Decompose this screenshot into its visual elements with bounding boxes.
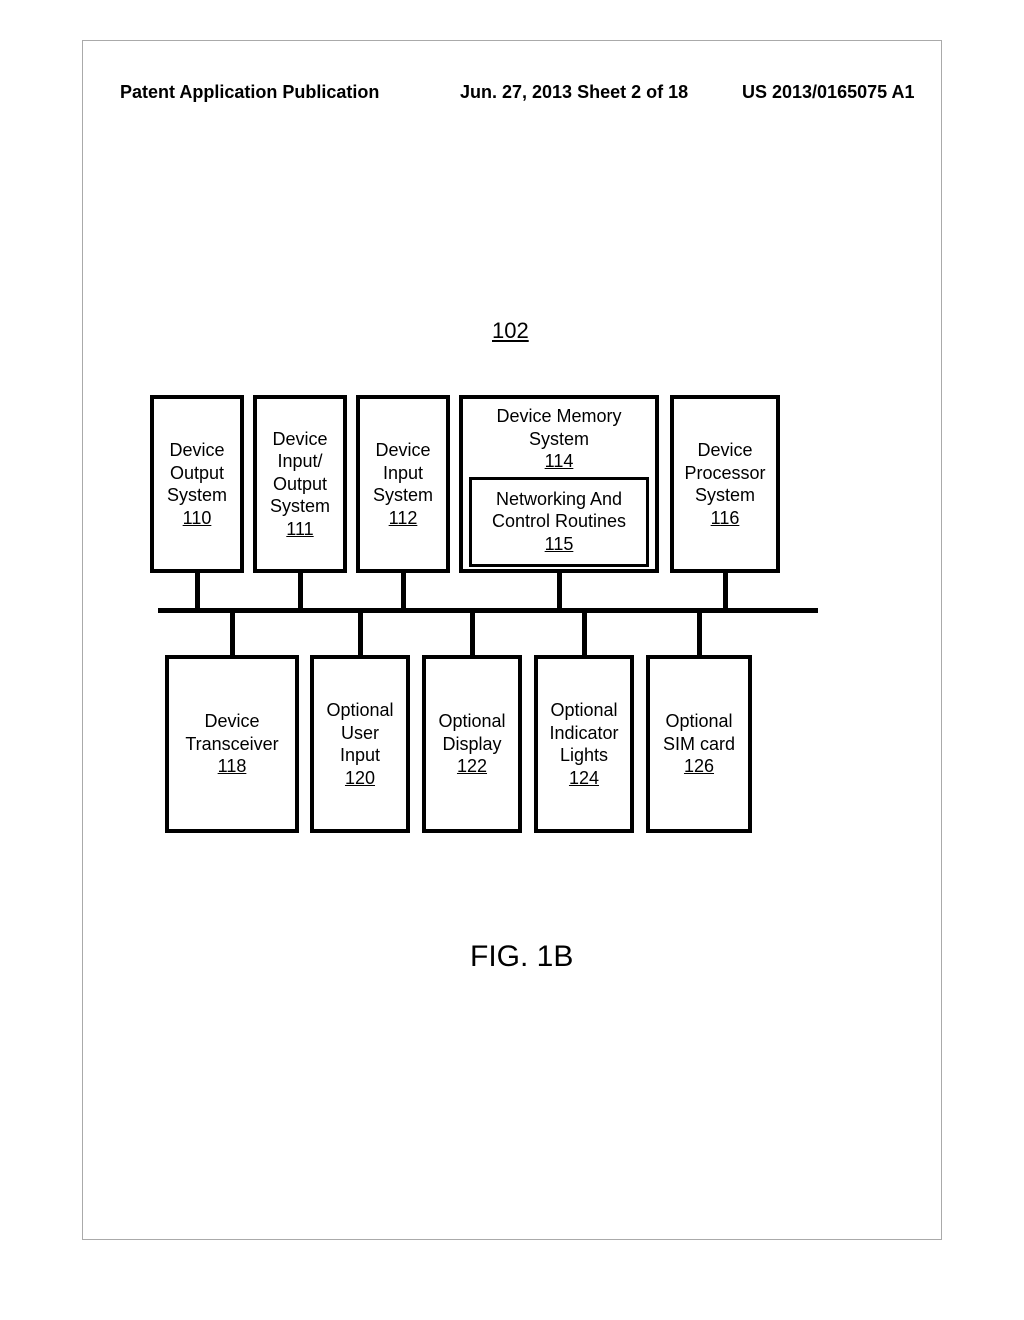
box-112-label: DeviceInputSystem112 — [373, 439, 433, 529]
box-110-num: 110 — [167, 507, 227, 530]
page-frame — [82, 40, 942, 1240]
box-122: OptionalDisplay122 — [422, 655, 522, 833]
box-116: DeviceProcessorSystem116 — [670, 395, 780, 573]
box-120-label: OptionalUserInput120 — [326, 699, 393, 789]
box-110: DeviceOutputSystem110 — [150, 395, 244, 573]
header-left: Patent Application Publication — [120, 82, 379, 103]
box-110-connector — [195, 573, 200, 610]
box-114-inner-num: 115 — [545, 533, 574, 556]
box-116-connector — [723, 573, 728, 610]
box-122-connector — [470, 611, 475, 657]
box-111-label: DeviceInput/OutputSystem111 — [270, 428, 330, 541]
box-122-label: OptionalDisplay122 — [438, 710, 505, 778]
box-112-num: 112 — [373, 507, 433, 530]
box-126-label: OptionalSIM card126 — [663, 710, 735, 778]
box-124-label: OptionalIndicatorLights124 — [549, 699, 618, 789]
box-118-num: 118 — [185, 755, 278, 778]
box-118-connector — [230, 611, 235, 657]
figure-label: FIG. 1B — [470, 940, 573, 974]
bus-line — [158, 608, 818, 613]
box-120: OptionalUserInput120 — [310, 655, 410, 833]
box-111-num: 111 — [270, 518, 330, 541]
box-118: DeviceTransceiver118 — [165, 655, 299, 833]
box-124-num: 124 — [549, 767, 618, 790]
box-126-connector — [697, 611, 702, 657]
box-114-inner: Networking AndControl Routines115 — [469, 477, 649, 567]
box-120-num: 120 — [326, 767, 393, 790]
box-126: OptionalSIM card126 — [646, 655, 752, 833]
box-116-label: DeviceProcessorSystem116 — [684, 439, 765, 529]
header-mid: Jun. 27, 2013 Sheet 2 of 18 — [460, 82, 688, 103]
box-124-connector — [582, 611, 587, 657]
box-112-connector — [401, 573, 406, 610]
box-116-num: 116 — [684, 507, 765, 530]
header-right: US 2013/0165075 A1 — [742, 82, 914, 103]
box-122-num: 122 — [438, 755, 505, 778]
box-124: OptionalIndicatorLights124 — [534, 655, 634, 833]
box-114-num: 114 — [496, 450, 621, 473]
box-114-connector — [557, 573, 562, 610]
box-111: DeviceInput/OutputSystem111 — [253, 395, 347, 573]
box-111-connector — [298, 573, 303, 610]
box-112: DeviceInputSystem112 — [356, 395, 450, 573]
box-126-num: 126 — [663, 755, 735, 778]
box-120-connector — [358, 611, 363, 657]
box-110-label: DeviceOutputSystem110 — [167, 439, 227, 529]
box-114-label: Device MemorySystem114 — [496, 405, 621, 473]
box-118-label: DeviceTransceiver118 — [185, 710, 278, 778]
diagram-ref-number: 102 — [492, 318, 529, 344]
box-114: Device MemorySystem114Networking AndCont… — [459, 395, 659, 573]
